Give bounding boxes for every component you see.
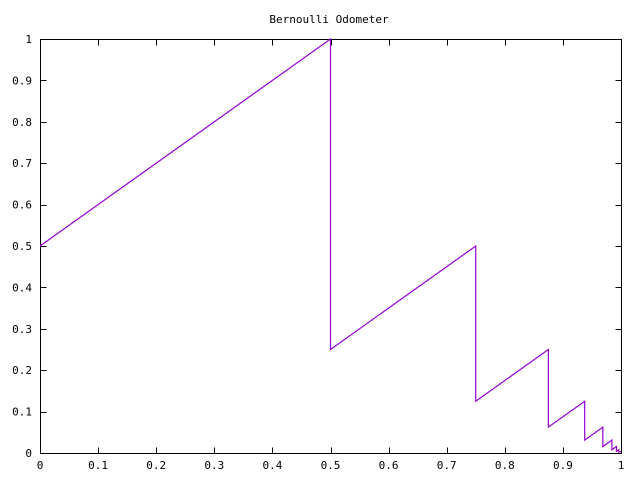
y-tick-label: 0.7 xyxy=(12,157,32,170)
x-tick-label: 0.4 xyxy=(262,459,282,472)
y-tick-label: 0.8 xyxy=(12,116,32,129)
y-tick-label: 0.1 xyxy=(12,406,32,419)
x-tick-label: 1 xyxy=(618,459,625,472)
x-tick-label: 0.5 xyxy=(321,459,341,472)
x-tick-label: 0.8 xyxy=(495,459,515,472)
y-tick-label: 0 xyxy=(25,447,32,460)
y-tick-label: 0.3 xyxy=(12,323,32,336)
axis-tick-labels: 0 0.1 0.2 0.3 0.4 0.5 0.6 0.7 0.8 0.9 1 0 0.1 0.2 0.3 0… xyxy=(12,33,624,472)
y-tick-label: 0.2 xyxy=(12,364,32,377)
series-line xyxy=(39,37,622,454)
y-tick-label: 0.5 xyxy=(12,240,32,253)
x-tick-label: 0.3 xyxy=(204,459,224,472)
y-tick-label: 0.4 xyxy=(12,281,32,294)
x-tick-label: 0.2 xyxy=(146,459,166,472)
y-tick-label: 0.9 xyxy=(12,74,32,87)
axis-ticks xyxy=(40,39,622,454)
x-tick-label: 0 xyxy=(37,459,44,472)
x-tick-label: 0.9 xyxy=(553,459,573,472)
x-tick-label: 0.7 xyxy=(437,459,457,472)
x-tick-label: 0.6 xyxy=(379,459,399,472)
y-tick-label: 1 xyxy=(25,33,32,46)
series-group xyxy=(39,37,622,454)
x-tick-label: 0.1 xyxy=(88,459,108,472)
chart-title: Bernoulli Odometer xyxy=(269,13,389,26)
y-tick-label: 0.6 xyxy=(12,199,32,212)
